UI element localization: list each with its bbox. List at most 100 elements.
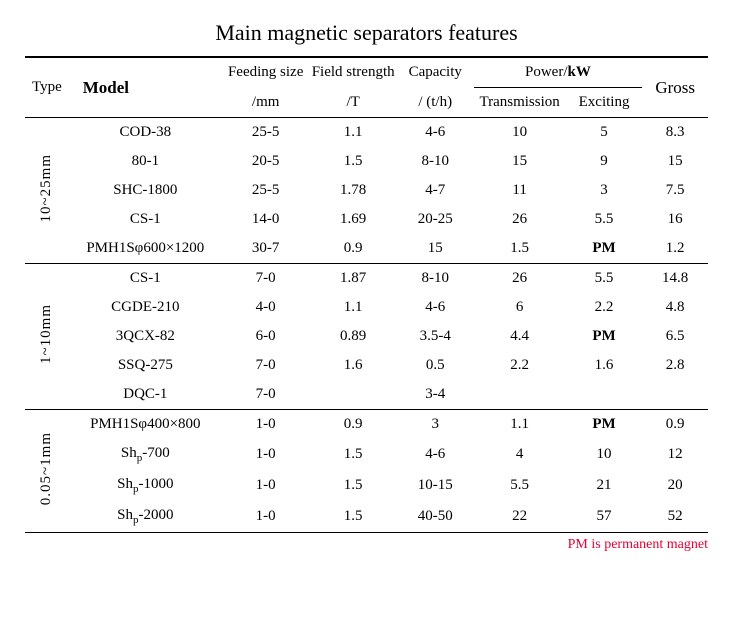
hdr-model: Model bbox=[69, 57, 222, 118]
gross-cell: 4.8 bbox=[642, 293, 708, 322]
table-row: SHC-180025-51.784-71137.5 bbox=[25, 176, 708, 205]
exciting-cell: 2.2 bbox=[566, 293, 643, 322]
transmission-cell: 1.5 bbox=[474, 234, 566, 264]
table-header: Type Model Feeding size Field strength C… bbox=[25, 57, 708, 118]
model-cell: 3QCX-82 bbox=[69, 322, 222, 351]
field-cell: 1.87 bbox=[309, 264, 397, 294]
transmission-cell: 2.2 bbox=[474, 351, 566, 380]
hdr-power-unit: kW bbox=[568, 64, 591, 80]
feed-cell: 1-0 bbox=[222, 439, 310, 470]
hdr-capacity: Capacity bbox=[397, 57, 474, 88]
table-row: 1~10mmCS-17-01.878-10265.514.8 bbox=[25, 264, 708, 294]
feed-cell: 7-0 bbox=[222, 351, 310, 380]
transmission-cell: 26 bbox=[474, 264, 566, 294]
type-label: 1~10mm bbox=[38, 304, 55, 364]
model-cell: SSQ-275 bbox=[69, 351, 222, 380]
gross-cell: 6.5 bbox=[642, 322, 708, 351]
feed-cell: 20-5 bbox=[222, 147, 310, 176]
capacity-cell: 4-6 bbox=[397, 293, 474, 322]
transmission-cell: 11 bbox=[474, 176, 566, 205]
model-cell: 80-1 bbox=[69, 147, 222, 176]
feed-cell: 7-0 bbox=[222, 380, 310, 410]
capacity-cell: 15 bbox=[397, 234, 474, 264]
exciting-cell: PM bbox=[566, 322, 643, 351]
field-cell: 1.1 bbox=[309, 118, 397, 148]
hdr-transmission: Transmission bbox=[474, 88, 566, 118]
feed-cell: 4-0 bbox=[222, 293, 310, 322]
exciting-cell: PM bbox=[566, 234, 643, 264]
table-row: 0.05~1mmPMH1Sφ400×8001-00.931.1PM0.9 bbox=[25, 410, 708, 440]
type-cell: 0.05~1mm bbox=[25, 410, 69, 533]
field-cell: 1.5 bbox=[309, 501, 397, 533]
feed-cell: 25-5 bbox=[222, 118, 310, 148]
feed-cell: 6-0 bbox=[222, 322, 310, 351]
field-cell: 1.69 bbox=[309, 205, 397, 234]
exciting-cell: 1.6 bbox=[566, 351, 643, 380]
exciting-cell: 10 bbox=[566, 439, 643, 470]
gross-cell: 15 bbox=[642, 147, 708, 176]
model-cell: CS-1 bbox=[69, 205, 222, 234]
exciting-cell: 9 bbox=[566, 147, 643, 176]
type-cell: 1~10mm bbox=[25, 264, 69, 410]
feed-cell: 14-0 bbox=[222, 205, 310, 234]
type-label: 0.05~1mm bbox=[38, 432, 55, 505]
table-body: 10~25mmCOD-3825-51.14-61058.380-120-5 1.5… bbox=[25, 118, 708, 534]
feed-cell: 30-7 bbox=[222, 234, 310, 264]
transmission-cell: 4 bbox=[474, 439, 566, 470]
table-row: PMH1Sφ600×120030-70.9151.5PM1.2 bbox=[25, 234, 708, 264]
exciting-cell: PM bbox=[566, 410, 643, 440]
exciting-cell: 57 bbox=[566, 501, 643, 533]
field-cell: 1.78 bbox=[309, 176, 397, 205]
table-row: 10~25mmCOD-3825-51.14-61058.3 bbox=[25, 118, 708, 148]
transmission-cell: 4.4 bbox=[474, 322, 566, 351]
model-cell: CS-1 bbox=[69, 264, 222, 294]
transmission-cell: 1.1 bbox=[474, 410, 566, 440]
type-label: 10~25mm bbox=[38, 154, 55, 222]
table-row: Shp-7001-01.54-641012 bbox=[25, 439, 708, 470]
model-cell: Shp-700 bbox=[69, 439, 222, 470]
transmission-cell: 5.5 bbox=[474, 470, 566, 501]
field-cell: 1.6 bbox=[309, 351, 397, 380]
hdr-field-unit: /T bbox=[309, 88, 397, 118]
model-cell: CGDE-210 bbox=[69, 293, 222, 322]
table-title: Main magnetic separators features bbox=[25, 20, 708, 46]
gross-cell: 52 bbox=[642, 501, 708, 533]
field-cell: 0.89 bbox=[309, 322, 397, 351]
capacity-cell: 3-4 bbox=[397, 380, 474, 410]
hdr-feeding: Feeding size bbox=[222, 57, 310, 88]
model-cell: COD-38 bbox=[69, 118, 222, 148]
gross-cell: 12 bbox=[642, 439, 708, 470]
capacity-cell: 40-50 bbox=[397, 501, 474, 533]
hdr-feeding-unit: /mm bbox=[222, 88, 310, 118]
hdr-gross: Gross bbox=[642, 57, 708, 118]
model-cell: PMH1Sφ400×800 bbox=[69, 410, 222, 440]
type-cell: 10~25mm bbox=[25, 118, 69, 264]
table-row: CS-114-01.6920-25265.516 bbox=[25, 205, 708, 234]
capacity-cell: 3.5-4 bbox=[397, 322, 474, 351]
gross-cell: 1.2 bbox=[642, 234, 708, 264]
model-cell: PMH1Sφ600×1200 bbox=[69, 234, 222, 264]
model-cell: SHC-1800 bbox=[69, 176, 222, 205]
capacity-cell: 4-6 bbox=[397, 439, 474, 470]
footnote: PM is permanent magnet bbox=[25, 537, 708, 553]
capacity-cell: 4-6 bbox=[397, 118, 474, 148]
feed-cell: 7-0 bbox=[222, 264, 310, 294]
model-cell: Shp-1000 bbox=[69, 470, 222, 501]
field-cell bbox=[309, 380, 397, 410]
feed-cell: 25-5 bbox=[222, 176, 310, 205]
field-cell: 1.5 bbox=[309, 470, 397, 501]
transmission-cell: 15 bbox=[474, 147, 566, 176]
gross-cell: 2.8 bbox=[642, 351, 708, 380]
capacity-cell: 4-7 bbox=[397, 176, 474, 205]
gross-cell: 8.3 bbox=[642, 118, 708, 148]
transmission-cell: 26 bbox=[474, 205, 566, 234]
hdr-power-text: Power/ bbox=[525, 64, 568, 80]
table-row: CGDE-2104-01.14-662.24.8 bbox=[25, 293, 708, 322]
exciting-cell bbox=[566, 380, 643, 410]
transmission-cell: 10 bbox=[474, 118, 566, 148]
field-cell: 1.5 bbox=[309, 439, 397, 470]
gross-cell: 16 bbox=[642, 205, 708, 234]
gross-cell: 14.8 bbox=[642, 264, 708, 294]
bottom-rule bbox=[25, 533, 708, 534]
gross-cell: 7.5 bbox=[642, 176, 708, 205]
